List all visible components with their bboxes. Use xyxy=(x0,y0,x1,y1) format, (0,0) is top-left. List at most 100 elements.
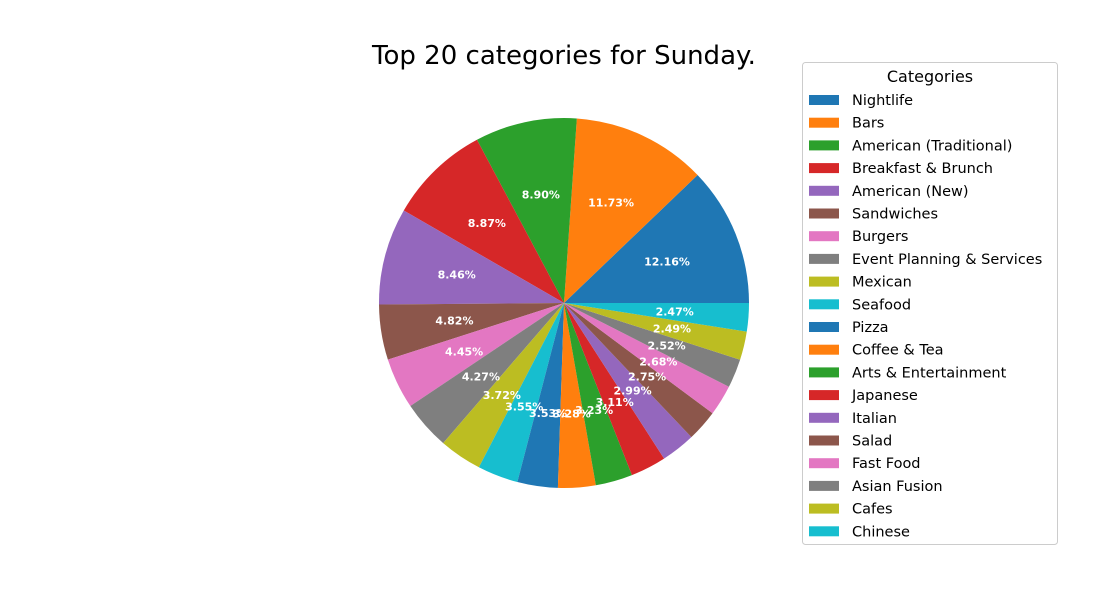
legend-label: Bars xyxy=(852,116,884,132)
pie-slice-9 xyxy=(478,303,564,483)
pie-slice-3 xyxy=(403,139,564,303)
legend-swatch xyxy=(809,208,839,219)
legend-label: Sandwiches xyxy=(852,207,938,223)
legend-item: Burgers xyxy=(809,229,909,245)
legend-item: Fast Food xyxy=(809,456,921,472)
legend-swatch xyxy=(809,367,839,378)
pie-slice-17 xyxy=(564,303,741,387)
legend-swatch xyxy=(809,503,839,514)
legend-swatch xyxy=(809,344,839,355)
pie-percent-label: 8.87% xyxy=(468,217,506,230)
legend-label: Seafood xyxy=(852,297,911,313)
legend-frame xyxy=(802,62,1058,545)
legend-swatch xyxy=(809,140,839,151)
pie-percent-label: 3.72% xyxy=(483,389,521,402)
pie-slice-13 xyxy=(564,303,665,476)
legend-item: Chinese xyxy=(809,524,910,540)
pie-percent-label: 12.16% xyxy=(644,256,690,269)
pie-slice-14 xyxy=(564,303,692,459)
pie-slice-11 xyxy=(557,303,596,489)
pie-slice-6 xyxy=(387,303,564,407)
pie-percent-label: 4.82% xyxy=(435,315,473,328)
pie-slice-10 xyxy=(517,303,564,488)
legend-item: Arts & Entertainment xyxy=(809,365,1007,381)
legend-item: Cafes xyxy=(809,502,893,518)
legend-item: American (Traditional) xyxy=(809,138,1012,154)
legend-item: Salad xyxy=(809,434,892,450)
pie-percent-label: 4.45% xyxy=(445,345,483,358)
legend-swatch xyxy=(809,435,839,446)
legend-label: Japanese xyxy=(851,388,918,404)
legend-label: Italian xyxy=(852,411,897,427)
pie-percent-label: 3.55% xyxy=(505,401,543,414)
legend-swatch xyxy=(809,480,839,491)
pie-percent-label: 8.46% xyxy=(438,269,476,282)
legend-title: Categories xyxy=(887,67,973,86)
pie-slice-8 xyxy=(443,303,564,468)
pie-slice-18 xyxy=(564,303,747,360)
pie-percent-label: 3.53% xyxy=(529,407,567,420)
pie-percent-label: 3.11% xyxy=(596,396,634,409)
legend-label: Burgers xyxy=(852,229,909,245)
legend-label: Pizza xyxy=(852,320,889,336)
legend-swatch xyxy=(809,276,839,287)
pie-percent-label: 8.90% xyxy=(522,188,560,201)
legend-swatch xyxy=(809,526,839,537)
legend-label: American (Traditional) xyxy=(852,138,1012,154)
pie-percent-label: 2.47% xyxy=(656,306,694,319)
legend-item: Event Planning & Services xyxy=(809,252,1042,268)
pie-slice-1 xyxy=(564,118,698,303)
pie-slice-15 xyxy=(564,303,713,438)
legend-label: Fast Food xyxy=(852,456,921,472)
legend-label: Salad xyxy=(852,434,892,450)
legend-item: Bars xyxy=(809,116,884,132)
legend-item: Nightlife xyxy=(809,93,913,109)
legend-swatch xyxy=(809,185,839,196)
chart-title: Top 20 categories for Sunday. xyxy=(371,41,756,71)
legend-label: Mexican xyxy=(852,275,912,291)
legend-swatch xyxy=(809,117,839,128)
legend-swatch xyxy=(809,299,839,310)
pie-percent-label: 4.27% xyxy=(462,371,500,384)
legend-item: Sandwiches xyxy=(809,207,938,223)
legend-label: Cafes xyxy=(852,502,893,518)
legend-swatch xyxy=(809,412,839,423)
pie-percent-label: 3.28% xyxy=(553,408,591,421)
legend-item: Seafood xyxy=(809,297,911,313)
legend-label: Nightlife xyxy=(852,93,913,109)
legend-swatch xyxy=(809,95,839,105)
legend-item: Mexican xyxy=(809,275,912,291)
legend-swatch xyxy=(809,458,839,469)
pie-slice-4 xyxy=(379,210,564,305)
pie-slice-0 xyxy=(564,174,749,303)
legend-label: American (New) xyxy=(852,184,969,200)
legend-item: American (New) xyxy=(809,184,969,200)
legend-item: Pizza xyxy=(809,320,889,336)
pie-slice-2 xyxy=(476,118,577,304)
legend: Categories Nightlife Bars American (Tradit… xyxy=(802,62,1058,545)
legend-label: Chinese xyxy=(852,524,910,540)
legend-swatch xyxy=(809,231,839,242)
legend-swatch xyxy=(809,322,839,332)
pie-percent-label: 2.75% xyxy=(628,371,666,384)
legend-item: Japanese xyxy=(809,388,918,404)
pie-percent-label: 3.23% xyxy=(575,404,613,417)
legend-item: Italian xyxy=(809,411,897,427)
legend-item: Breakfast & Brunch xyxy=(809,161,993,177)
pie-percent-label: 2.49% xyxy=(653,323,691,336)
pie-slice-12 xyxy=(564,303,632,486)
legend-label: Breakfast & Brunch xyxy=(852,161,993,177)
legend-item: Coffee & Tea xyxy=(809,343,944,359)
legend-label: Event Planning & Services xyxy=(852,252,1042,268)
pie-percent-label: 2.99% xyxy=(613,384,651,397)
pie-slices xyxy=(379,118,749,489)
pie-slice-5 xyxy=(379,303,564,360)
pie-slice-16 xyxy=(564,303,729,414)
legend-label: Coffee & Tea xyxy=(852,343,944,359)
pie-slice-7 xyxy=(410,303,564,444)
legend-swatch xyxy=(809,253,839,264)
pie-slice-19 xyxy=(564,303,749,332)
legend-label: Asian Fusion xyxy=(852,479,943,495)
pie-percent-label: 2.52% xyxy=(648,339,686,352)
